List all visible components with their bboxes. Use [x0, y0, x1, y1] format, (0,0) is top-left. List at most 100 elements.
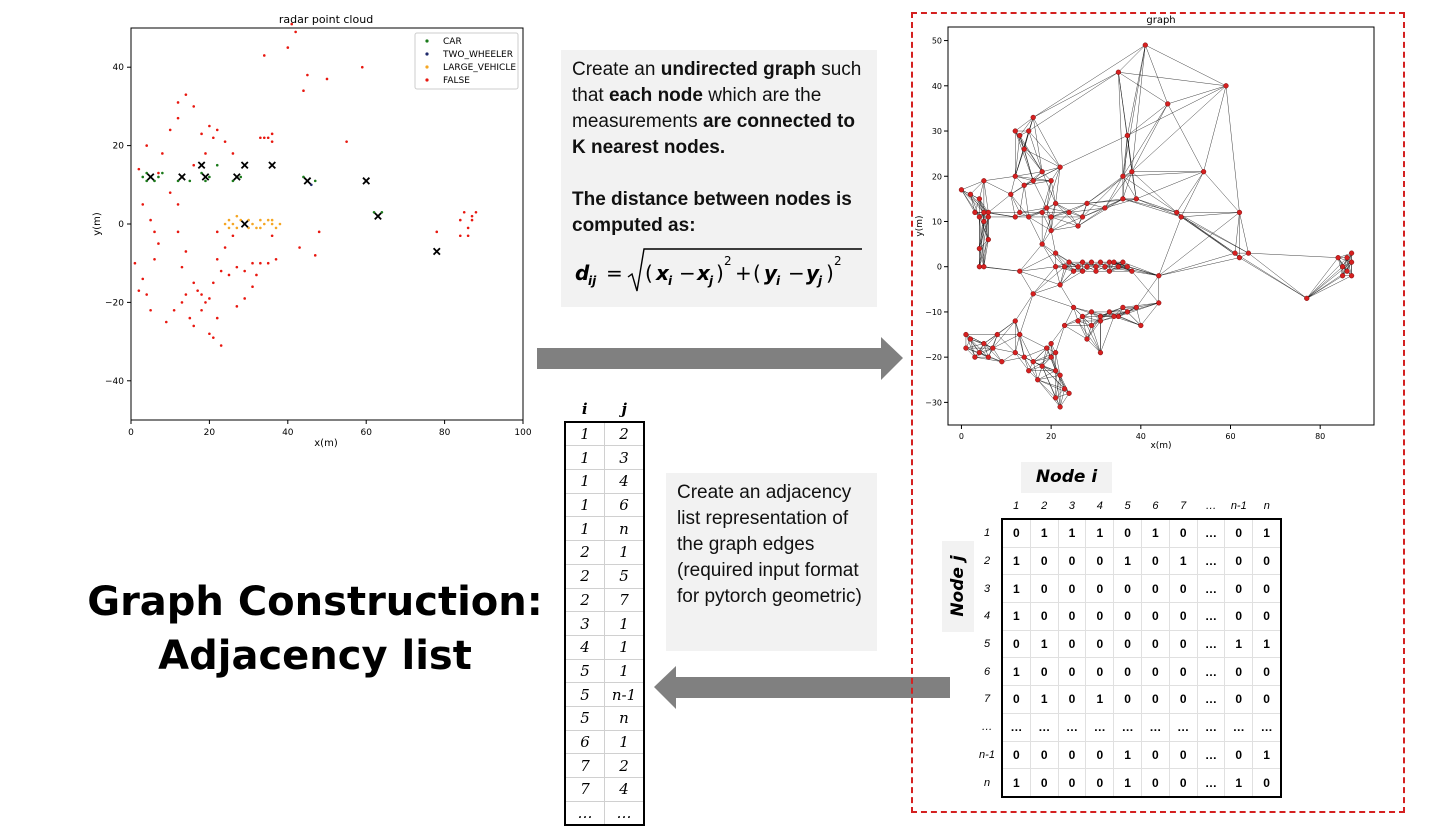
graph-edge — [1041, 343, 1052, 367]
graph-ytick-label: 50 — [932, 37, 942, 46]
matrix-cell: … — [1196, 657, 1226, 687]
graph-edge — [1145, 45, 1168, 104]
car-point — [313, 179, 317, 183]
graph-node — [958, 187, 965, 193]
matrix-cell: 0 — [1168, 602, 1198, 631]
graph-edge — [1158, 252, 1236, 276]
matrix-cell: 0 — [1057, 657, 1087, 687]
graph-edge — [1019, 334, 1034, 362]
legend-false-marker — [425, 78, 429, 82]
matrix-cell: 0 — [1168, 517, 1198, 548]
car-point — [161, 171, 164, 175]
matrix-row-header: 1 — [983, 527, 991, 540]
graph-edge — [1180, 171, 1204, 218]
graph-edge — [1019, 334, 1047, 349]
graph-edge — [1136, 302, 1159, 308]
graph-edge — [1001, 352, 1016, 362]
graph-edge — [1028, 130, 1061, 168]
graph-node — [1340, 264, 1346, 270]
false-point — [215, 128, 219, 132]
graph-node — [963, 345, 969, 351]
graph-node — [1133, 196, 1139, 202]
legend-large-vehicle: LARGE_VEHICLE — [443, 63, 516, 73]
graph-edge — [1248, 252, 1307, 299]
graph-edge — [961, 189, 985, 213]
matrix-cell: 0 — [1224, 517, 1254, 548]
graph-edge — [1239, 212, 1249, 254]
graph-edge — [1077, 320, 1101, 353]
graph-edge — [1122, 261, 1159, 276]
graph-edge — [983, 239, 989, 267]
car-point — [372, 210, 376, 214]
svg-text:x: x — [696, 261, 711, 285]
graph-xtick-label: 20 — [1046, 432, 1056, 441]
false-point — [231, 152, 235, 155]
false-point — [208, 332, 211, 336]
graph-xtick-label: 40 — [1136, 432, 1146, 441]
adjacency-cell-i: 7 — [564, 777, 605, 802]
matrix-cell: 0 — [1140, 685, 1170, 714]
adjacency-cell-j: 2 — [604, 421, 645, 447]
matrix-corner — [973, 494, 1002, 519]
matrix-cell: 1 — [1168, 546, 1198, 576]
matrix-cell: 1 — [1085, 517, 1115, 548]
false-point — [435, 230, 439, 234]
graph-edge — [1131, 171, 1177, 213]
graph-ytick-label: −30 — [925, 398, 942, 407]
matrix-cell: 0 — [1085, 629, 1115, 659]
graph-node — [1120, 259, 1126, 265]
graph-node — [1129, 268, 1135, 274]
graph-edge — [1055, 167, 1061, 204]
matrix-cell: … — [1113, 712, 1142, 742]
scatter-title: radar point cloud — [279, 13, 373, 26]
matrix-cell: 0 — [1085, 657, 1115, 687]
graph-edge — [1015, 171, 1043, 177]
graph-edge — [988, 194, 1011, 213]
matrix-cell: … — [1196, 740, 1226, 770]
large-vehicle-point — [278, 222, 282, 226]
graph-edge — [1028, 216, 1043, 245]
node-j-label: Node j — [948, 555, 968, 617]
false-point — [208, 124, 211, 128]
graph-edge — [1051, 225, 1079, 231]
matrix-cell: 0 — [1140, 574, 1170, 604]
matrix-cell: 0 — [1168, 657, 1198, 687]
graph-edge — [1041, 230, 1052, 245]
graph-edge — [1342, 253, 1352, 276]
false-point — [204, 301, 207, 304]
graph-node — [985, 354, 991, 360]
adjacency-cell-i: 5 — [564, 658, 605, 684]
scatter-xlabel: x(m) — [314, 438, 338, 449]
graph-node — [1156, 300, 1162, 306]
graph-edge — [1122, 171, 1133, 199]
matrix-cell: … — [1196, 712, 1226, 742]
graph-node — [1097, 350, 1104, 356]
matrix-cell: 1 — [1029, 685, 1059, 714]
graph-edge — [1015, 176, 1034, 182]
right-arrow — [537, 337, 903, 380]
graph-edge — [1019, 266, 1056, 272]
adjacency-matrix: 1 2 3 4 5 6 7… n-1 n 1 0 1 1 1 0 1 0… 0 1 2 1 0 0 0 1 0 1… 0 0 3 1 0 0 0 0… — [973, 494, 1282, 798]
large-vehicle-point — [239, 218, 243, 222]
graph-edge — [1051, 216, 1079, 227]
adjacency-cell-i: 6 — [564, 729, 605, 755]
matrix-cell: … — [1196, 768, 1226, 798]
adjacency-cell-j: 7 — [604, 587, 645, 613]
graph-node — [1115, 264, 1122, 270]
object-center-marker — [432, 247, 441, 256]
graph-edge — [1082, 316, 1088, 340]
graph-node — [1017, 132, 1023, 139]
false-point — [164, 320, 168, 324]
matrix-cell: 1 — [1000, 602, 1031, 631]
graph-node — [1008, 191, 1014, 197]
matrix-cell: 1 — [1029, 629, 1059, 659]
graph-node — [1012, 128, 1018, 134]
graph-edge — [1010, 194, 1020, 213]
matrix-cell: 0 — [1057, 685, 1087, 714]
false-point — [286, 46, 290, 49]
adjacency-cell-j: 1 — [604, 729, 645, 755]
graph-node — [1030, 178, 1036, 184]
